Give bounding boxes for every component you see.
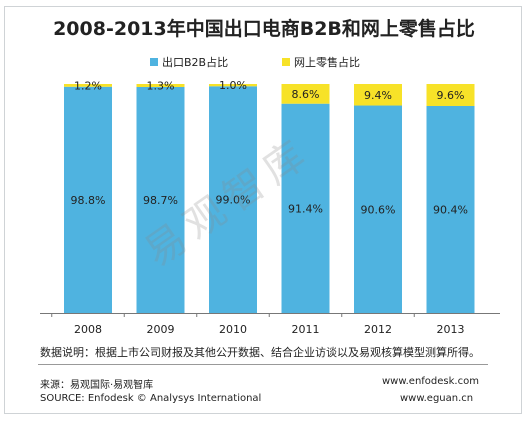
data-label-retail-2012: 9.4% (364, 89, 392, 102)
data-label-b2b-2008: 98.8% (71, 194, 106, 207)
bar-retail-2013 (426, 84, 475, 106)
x-tick-label-2010: 2010 (219, 323, 247, 336)
data-label-retail-2011: 8.6% (292, 88, 320, 101)
stacked-bar-chart: 98.8% 1.2% 2008 98.7% 1.3% 2009 99.0% 1.0% 2010 9… (40, 79, 500, 336)
x-tick-label-2009: 2009 (147, 323, 175, 336)
bar-retail-2010 (209, 84, 257, 87)
legend-item-retail: 网上零售占比 (282, 54, 360, 70)
x-tick-label-2012: 2012 (364, 323, 392, 336)
url-eguan[interactable]: www.eguan.cn (400, 393, 474, 404)
legend-item-b2b: 出口B2B占比 (150, 54, 228, 70)
data-label-retail-2008: 1.2% (74, 79, 102, 92)
data-label-b2b-2013: 90.4% (433, 203, 468, 216)
bar-b2b-2012 (354, 105, 402, 313)
bar-b2b-2008 (64, 86, 112, 313)
legend-label-b2b: 出口B2B占比 (162, 56, 229, 69)
chart-title: 2008-2013年中国出口电商B2B和网上零售占比 (53, 18, 475, 40)
data-label-retail-2009: 1.3% (147, 79, 175, 92)
bar-b2b-2010 (209, 86, 257, 313)
legend-swatch-retail (282, 58, 290, 66)
bar-retail-2008 (64, 84, 112, 87)
bar-b2b-2013 (426, 105, 475, 313)
url-enfodesk[interactable]: www.enfodesk.com (382, 376, 479, 387)
bar-retail-2011 (281, 84, 330, 104)
data-label-retail-2010: 1.0% (219, 79, 247, 92)
data-label-b2b-2010: 99.0% (216, 194, 251, 207)
bar-retail-2009 (136, 84, 185, 87)
legend-label-retail: 网上零售占比 (294, 56, 360, 69)
separator-line (38, 364, 488, 365)
data-label-b2b-2009: 98.7% (143, 194, 178, 207)
x-tick-label-2011: 2011 (292, 323, 320, 336)
source-cn: 来源：易观国际·易观智库 (40, 380, 154, 391)
legend-swatch-b2b (150, 58, 158, 66)
source-en: SOURCE: Enfodesk © Analysys Internationa… (40, 393, 262, 404)
x-tick-label-2013: 2013 (437, 323, 465, 336)
data-label-retail-2013: 9.6% (437, 89, 465, 102)
footnote: 数据说明：根据上市公司财报及其他公开数据、结合企业访谈以及易观核算模型测算所得。 (40, 346, 480, 359)
bar-b2b-2009 (136, 86, 185, 314)
legend: 出口B2B占比 网上零售占比 (0, 54, 528, 70)
bar-b2b-2011 (281, 103, 330, 313)
data-label-b2b-2012: 90.6% (361, 203, 396, 216)
bar-retail-2012 (354, 84, 402, 106)
x-tick-label-2008: 2008 (74, 323, 102, 336)
data-label-b2b-2011: 91.4% (288, 202, 323, 215)
